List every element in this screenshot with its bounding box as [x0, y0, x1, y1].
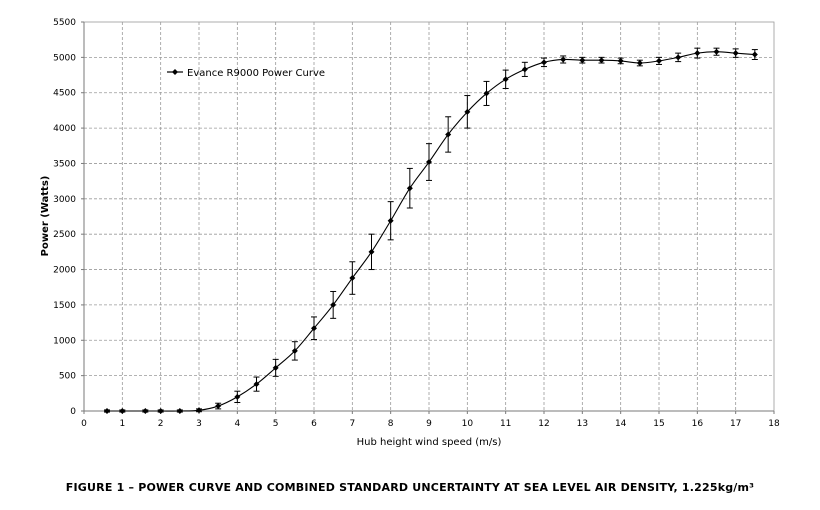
series-layer — [104, 47, 758, 414]
x-tick-label: 0 — [81, 419, 87, 429]
data-point — [713, 48, 720, 55]
legend-label: Evance R9000 Power Curve — [187, 68, 325, 79]
x-tick-label: 11 — [500, 419, 511, 429]
x-tick-label: 16 — [692, 419, 704, 429]
data-point — [157, 408, 164, 414]
x-tick-label: 6 — [311, 419, 317, 429]
x-tick-label: 13 — [577, 419, 588, 429]
data-point — [751, 51, 758, 58]
y-tick-label: 4000 — [53, 124, 76, 134]
x-tick-label: 1 — [119, 419, 125, 429]
data-point — [196, 407, 202, 414]
data-point — [142, 408, 149, 414]
power-curve-chart: 0 1 2 3 4 5 6 7 8 9 10 11 12 13 14 15 16 17 18 05001000150… — [40, 18, 780, 448]
x-axis-ticks: 0 1 2 3 4 5 6 7 8 9 10 11 12 13 14 15 16 17 18 — [81, 411, 780, 429]
data-point — [636, 60, 643, 67]
y-tick-label: 500 — [59, 372, 76, 382]
x-tick-label: 9 — [426, 419, 432, 429]
data-point — [521, 66, 528, 73]
data-point — [330, 301, 337, 308]
data-point — [560, 56, 567, 63]
data-point — [234, 393, 241, 400]
y-tick-label: 5500 — [53, 18, 76, 28]
data-point — [387, 217, 394, 224]
plot-area — [83, 21, 775, 412]
y-axis-ticks: 0 500 1000 1500 2000 2500 3000 3500 4000 4500 5000… — [53, 18, 84, 417]
data-point — [732, 50, 739, 57]
data-point — [617, 57, 624, 64]
y-tick-label: 5000 — [53, 53, 76, 63]
data-point — [483, 90, 490, 97]
x-tick-label: 2 — [158, 419, 164, 429]
data-point — [349, 275, 356, 282]
data-point — [675, 54, 682, 61]
data-point — [406, 185, 413, 192]
grid-lines — [84, 22, 774, 411]
data-point — [694, 50, 701, 57]
data-point — [541, 59, 547, 66]
x-tick-label: 10 — [462, 419, 474, 429]
legend: Evance R9000 Power Curve — [167, 68, 325, 79]
y-tick-label: 1500 — [53, 301, 76, 311]
y-axis-title: Power (Watts) — [40, 176, 51, 257]
data-point — [502, 76, 509, 83]
x-tick-label: 14 — [615, 419, 627, 429]
y-tick-label: 2500 — [53, 230, 76, 240]
data-point — [656, 57, 662, 64]
x-tick-label: 7 — [349, 419, 355, 429]
data-point — [598, 57, 605, 64]
x-axis-title: Hub height wind speed (m/s) — [357, 437, 502, 448]
data-point — [104, 408, 110, 414]
data-point — [119, 408, 126, 414]
data-point — [464, 108, 471, 115]
data-point — [368, 248, 375, 255]
data-point — [579, 57, 586, 64]
legend-marker — [172, 69, 178, 75]
x-tick-label: 17 — [730, 419, 741, 429]
x-tick-label: 4 — [234, 419, 240, 429]
x-tick-label: 3 — [196, 419, 202, 429]
data-point — [272, 364, 279, 371]
y-tick-label: 3000 — [53, 195, 76, 205]
data-point — [311, 325, 317, 332]
y-tick-label: 3500 — [53, 159, 76, 169]
y-tick-label: 0 — [70, 407, 76, 417]
x-tick-label: 15 — [653, 419, 664, 429]
data-point — [445, 131, 452, 138]
data-point — [176, 408, 183, 414]
data-point — [253, 381, 260, 388]
x-tick-label: 12 — [538, 419, 549, 429]
y-tick-label: 4500 — [53, 89, 76, 99]
x-tick-label: 18 — [768, 419, 780, 429]
y-tick-label: 2000 — [53, 266, 76, 276]
x-tick-label: 8 — [388, 419, 394, 429]
data-point — [291, 347, 298, 354]
data-point — [215, 403, 222, 410]
figure-caption: FIGURE 1 – POWER CURVE AND COMBINED STAN… — [65, 481, 755, 494]
y-tick-label: 1000 — [53, 336, 76, 346]
x-tick-label: 5 — [273, 419, 279, 429]
data-point — [426, 159, 432, 166]
